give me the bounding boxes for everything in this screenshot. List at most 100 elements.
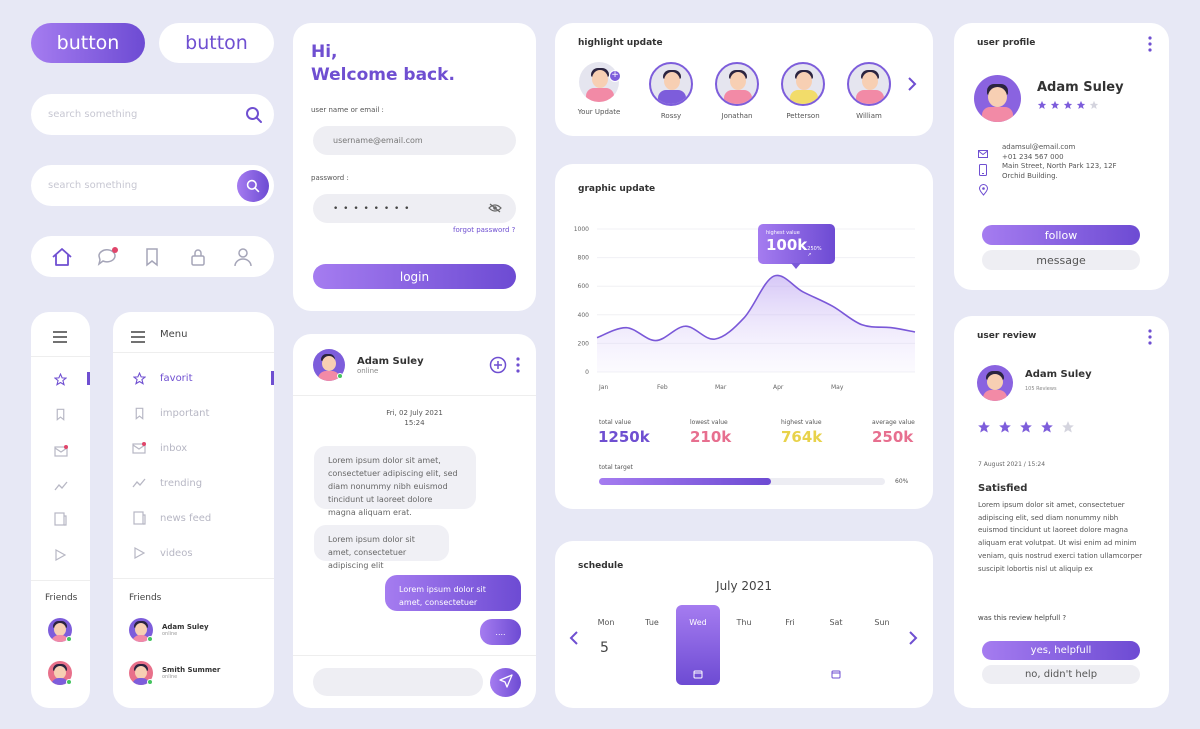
tooltip-percent: 250% ↗: [807, 246, 822, 258]
friend-item[interactable]: Smith Summer online: [129, 661, 220, 685]
star-icon: [1089, 100, 1099, 109]
news-icon[interactable]: [54, 511, 67, 530]
story-your-update[interactable]: Your Update +: [569, 62, 629, 116]
hamburger-icon[interactable]: [131, 328, 145, 347]
day-label[interactable]: Fri: [785, 618, 795, 627]
star-icon[interactable]: [53, 371, 68, 390]
target-progress-track: [599, 478, 885, 485]
phone-icon: [979, 161, 987, 180]
login-button[interactable]: login: [313, 264, 516, 289]
tooltip-label: highest value: [766, 230, 800, 236]
chat-icon[interactable]: [94, 244, 120, 270]
menu-title: Menu: [160, 329, 188, 340]
story-item[interactable]: Petterson: [773, 62, 833, 120]
more-vertical-icon[interactable]: [1148, 329, 1152, 349]
friend-avatar[interactable]: [48, 661, 72, 685]
profile-avatar[interactable]: [974, 75, 1021, 122]
date-number[interactable]: 5: [600, 640, 609, 656]
primary-button[interactable]: button: [31, 23, 145, 63]
mail-icon: [132, 441, 146, 455]
menu-item-label: videos: [160, 547, 193, 559]
play-icon: [132, 546, 146, 560]
avatar: [129, 618, 153, 642]
y-tick-label: 0: [585, 369, 589, 376]
home-icon[interactable]: [49, 244, 75, 270]
send-button[interactable]: [490, 668, 521, 697]
message-button[interactable]: message: [982, 250, 1140, 270]
calendar-icon[interactable]: [693, 664, 703, 683]
reviewer-avatar[interactable]: [977, 365, 1013, 401]
chevron-right-icon[interactable]: [907, 76, 917, 96]
y-tick-label: 800: [578, 255, 590, 262]
user-icon[interactable]: [230, 244, 256, 270]
news-icon: [132, 511, 146, 525]
trending-icon[interactable]: [54, 477, 68, 496]
stat-value: 764k: [781, 428, 823, 446]
search-bar-alt[interactable]: search something: [31, 165, 274, 206]
highlight-title: highlight update: [578, 38, 663, 48]
search-bar[interactable]: search something: [31, 94, 274, 135]
day-label[interactable]: Wed: [689, 618, 707, 627]
secondary-button[interactable]: button: [159, 23, 274, 63]
star-icon: [132, 371, 146, 385]
day-label[interactable]: Tue: [645, 618, 659, 627]
menu-item-important[interactable]: important: [132, 406, 209, 420]
target-progress-fill: [599, 478, 771, 485]
profile-phone[interactable]: +01 234 567 000: [1002, 152, 1064, 161]
avatar: [715, 62, 759, 106]
mail-icon[interactable]: [54, 442, 68, 461]
chevron-right-icon[interactable]: [908, 630, 918, 650]
more-vertical-icon[interactable]: [1148, 36, 1152, 56]
follow-button[interactable]: follow: [982, 225, 1140, 245]
play-icon[interactable]: [55, 546, 67, 565]
chat-contact-name: Adam Suley: [357, 356, 424, 367]
helpful-no-button[interactable]: no, didn't help: [982, 665, 1140, 684]
graph-title: graphic update: [578, 184, 656, 194]
menu-item-trending[interactable]: trending: [132, 476, 202, 490]
username-field[interactable]: username@email.com: [313, 126, 516, 155]
lock-icon[interactable]: [185, 244, 211, 270]
search-input-alt[interactable]: search something: [48, 180, 138, 191]
stat-label: total value: [599, 419, 632, 426]
chat-contact-status: online: [357, 367, 379, 375]
chat-message-input[interactable]: [313, 668, 483, 696]
menu-item-inbox[interactable]: inbox: [132, 441, 187, 455]
calendar-icon[interactable]: [831, 664, 841, 683]
bookmark-icon[interactable]: [55, 406, 66, 425]
forgot-password-link[interactable]: forgot password ?: [453, 226, 516, 234]
menu-item-videos[interactable]: videos: [132, 546, 193, 560]
day-label[interactable]: Sun: [874, 618, 890, 627]
menu-item-favorit[interactable]: favorit: [132, 371, 193, 385]
day-label[interactable]: Sat: [829, 618, 843, 627]
story-item[interactable]: William: [839, 62, 899, 120]
story-label: Rossy: [660, 112, 682, 120]
hamburger-icon[interactable]: [53, 328, 67, 347]
helpful-yes-button[interactable]: yes, helpfull: [982, 641, 1140, 660]
menu-item-label: trending: [160, 477, 203, 489]
add-circle-icon[interactable]: [489, 356, 507, 378]
profile-email[interactable]: adamsul@email.com: [1002, 143, 1076, 151]
friend-item[interactable]: Adam Suley online: [129, 618, 209, 642]
story-item[interactable]: Rossy: [641, 62, 701, 120]
more-vertical-icon[interactable]: [516, 357, 520, 377]
selected-day-highlight[interactable]: [676, 605, 720, 685]
day-label[interactable]: Mon: [597, 618, 615, 627]
bookmark-icon[interactable]: [139, 244, 165, 270]
chat-avatar[interactable]: [313, 349, 345, 381]
password-field[interactable]: • • • • • • • •: [313, 194, 516, 223]
story-item[interactable]: Jonathan: [707, 62, 767, 120]
search-icon[interactable]: [234, 106, 274, 124]
friend-avatar[interactable]: [48, 618, 72, 642]
chat-typing-indicator: ....: [480, 619, 521, 645]
add-icon[interactable]: +: [609, 70, 621, 82]
search-icon-button[interactable]: [237, 169, 269, 202]
helpful-question: was this review helpfull ?: [978, 614, 1067, 622]
day-label[interactable]: Thu: [736, 618, 752, 627]
chat-card: [293, 334, 536, 708]
eye-off-icon[interactable]: [488, 203, 502, 215]
star-icon: [1020, 421, 1032, 433]
avatar: [847, 62, 891, 106]
chevron-left-icon[interactable]: [569, 630, 579, 650]
search-input[interactable]: search something: [48, 109, 138, 120]
menu-item-news-feed[interactable]: news feed: [132, 511, 211, 525]
